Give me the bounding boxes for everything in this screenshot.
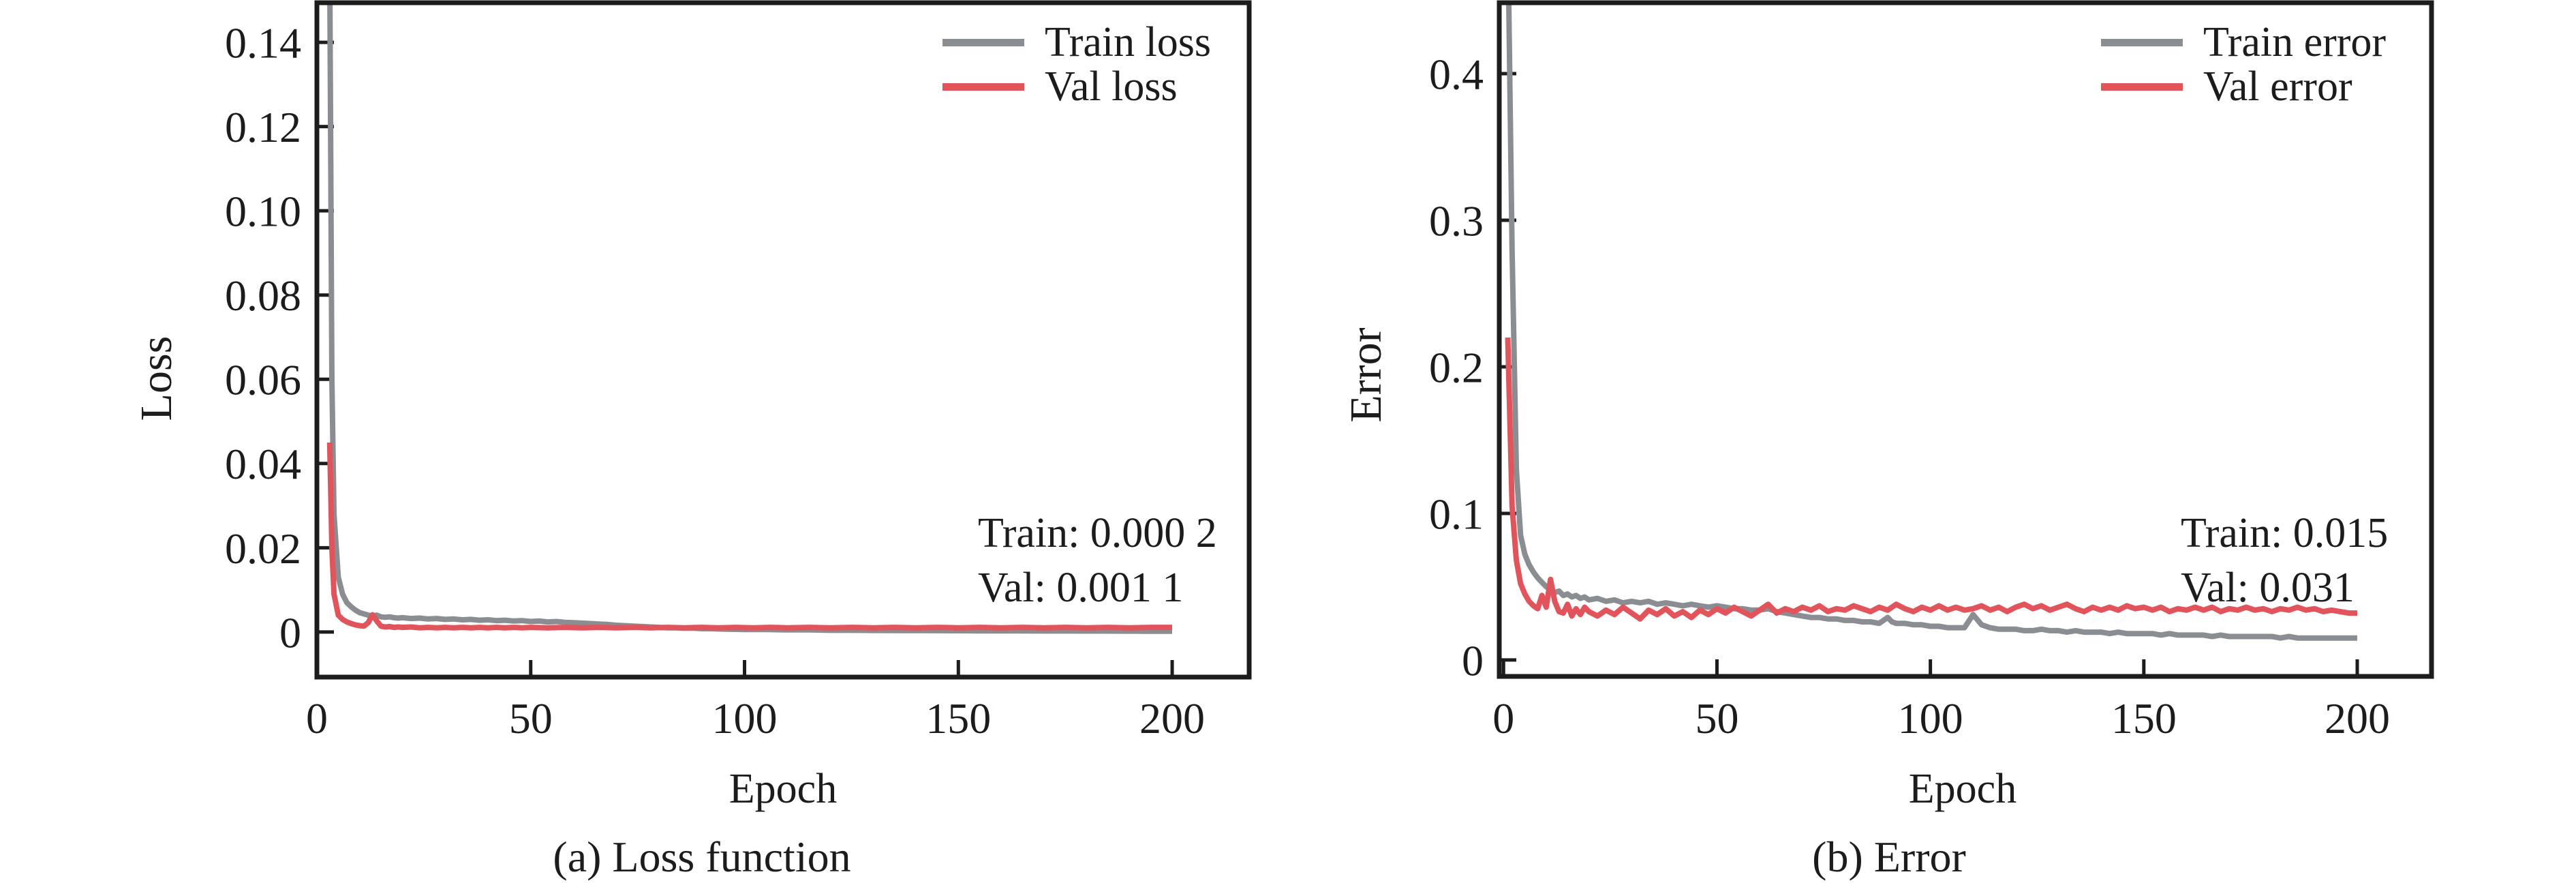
series-val-loss: [326, 442, 1172, 631]
series-train-error: [1505, 3, 2357, 641]
error-chart-plot: 0 0.1 0.2 0.3 0.4 0 50 100 150 200: [1429, 0, 2434, 743]
panel-loss: 0 0.02 0.04 0.06 0.08 0.10 0.12 0.14 0 50 100 150 20…: [132, 0, 1252, 881]
y-tick-label: 0.4: [1429, 50, 1484, 98]
x-tick-label: 150: [2111, 694, 2177, 743]
y-tick-label: 0.2: [1429, 343, 1484, 391]
train-loss-line-swatch: [942, 39, 1024, 46]
legend-item-val-loss: Val loss: [942, 63, 1211, 110]
legend-error: Train error Val error: [2101, 19, 2387, 110]
y-tick-label: 0.08: [225, 271, 301, 320]
y-tick-label: 0: [279, 608, 301, 657]
plot-box-spines: [1497, 0, 2434, 679]
plot-box-spines: [314, 0, 1252, 680]
val-error-line-swatch: [2101, 83, 2183, 91]
caption-panel-b: (b) Error: [1812, 833, 1966, 881]
x-tick-label: 200: [1139, 694, 1205, 743]
annotation-val-error: Val: 0.031: [2181, 565, 2355, 611]
annotation-train-loss: Train: 0.000 2: [978, 510, 1217, 556]
x-axis-label-epoch-b: Epoch: [1908, 766, 2017, 812]
legend-label: Train loss: [1045, 19, 1212, 65]
x-tick-label: 0: [306, 694, 328, 743]
y-tick-label: 0.10: [225, 188, 301, 236]
legend-item-val-error: Val error: [2101, 63, 2386, 110]
final-values-annotation-error: Train: 0.015 Val: 0.031: [2181, 506, 2388, 615]
legend-label: Val error: [2203, 63, 2352, 110]
legend-item-train-loss: Train loss: [942, 19, 1212, 65]
x-axis-label-epoch-a: Epoch: [729, 766, 838, 812]
x-tick-label: 100: [712, 694, 778, 743]
y-tick-label: 0.04: [225, 440, 301, 488]
val-loss-line-swatch: [942, 83, 1024, 91]
x-tick-label: 150: [925, 694, 991, 743]
y-tick-label: 0.14: [225, 18, 301, 67]
legend-label: Train error: [2203, 19, 2387, 65]
y-tick-label: 0.02: [225, 524, 301, 573]
x-tick-label: 200: [2325, 694, 2390, 743]
train-error-line-swatch: [2101, 39, 2183, 46]
x-tick-label: 0: [1492, 694, 1514, 743]
x-tick-label: 100: [1898, 694, 1963, 743]
x-tick-label: 50: [1695, 694, 1738, 743]
panel-error: 0 0.1 0.2 0.3 0.4 0 50 100 150 200 Error Train er…: [1288, 0, 2576, 883]
y-axis-label-loss: Loss: [132, 335, 181, 421]
loss-chart-plot: 0 0.02 0.04 0.06 0.08 0.10 0.12 0.14 0 50 100 150 20…: [225, 0, 1252, 743]
y-tick-label: 0: [1462, 636, 1484, 685]
y-tick-label: 0.06: [225, 356, 301, 404]
annotation-val-loss: Val: 0.001 1: [978, 565, 1184, 611]
y-tick-label: 0.1: [1429, 490, 1484, 538]
final-values-annotation-loss: Train: 0.000 2 Val: 0.001 1: [978, 506, 1217, 615]
x-tick-label: 50: [509, 694, 553, 743]
legend-label: Val loss: [1045, 63, 1178, 110]
series-val-error: [1505, 337, 2357, 622]
y-tick-label: 0.12: [225, 103, 301, 151]
legend-loss: Train loss Val loss: [942, 19, 1212, 110]
annotation-train-error: Train: 0.015: [2181, 510, 2389, 556]
y-tick-label: 0.3: [1429, 196, 1484, 245]
y-axis-label-error: Error: [1341, 327, 1391, 423]
legend-item-train-error: Train error: [2101, 19, 2387, 65]
caption-panel-a: (a) Loss function: [553, 833, 851, 881]
